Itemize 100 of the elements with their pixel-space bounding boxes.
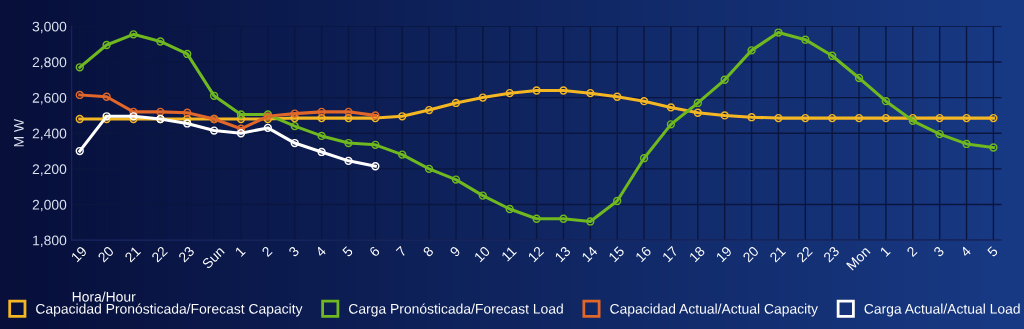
x-tick-label: 19 bbox=[70, 245, 88, 263]
point bbox=[317, 131, 326, 141]
point bbox=[828, 51, 837, 60]
x-tick-label: 1 bbox=[234, 245, 246, 257]
x-tick-label: 14 bbox=[581, 245, 599, 263]
x-tick-label: 6 bbox=[368, 245, 381, 258]
y-tick-label: 1,800 bbox=[33, 235, 67, 247]
point bbox=[854, 113, 864, 123]
x-tick-label: 3 bbox=[932, 245, 945, 258]
x-tick-label: 11 bbox=[501, 245, 517, 262]
point bbox=[854, 73, 864, 83]
legend-label: Carga Pronósticada/Forecast Load bbox=[349, 303, 563, 317]
point bbox=[935, 129, 944, 139]
point bbox=[75, 63, 84, 72]
point bbox=[962, 139, 971, 149]
x-tick-label: 21 bbox=[124, 245, 142, 263]
point bbox=[828, 113, 837, 123]
x-tick-label: 7 bbox=[395, 245, 407, 258]
line-series bbox=[75, 28, 998, 226]
point bbox=[747, 113, 756, 122]
point bbox=[935, 113, 944, 123]
x-tick-label: 20 bbox=[97, 245, 115, 263]
legend-label: Capacidad Pronósticada/Forecast Capacity bbox=[36, 303, 303, 317]
point bbox=[183, 119, 192, 128]
point bbox=[156, 37, 165, 46]
point bbox=[209, 91, 219, 100]
point bbox=[344, 156, 353, 166]
point bbox=[559, 214, 568, 223]
point bbox=[183, 114, 192, 124]
x-tick-label: 1 bbox=[879, 245, 891, 257]
point bbox=[666, 103, 676, 112]
x-tick-label: 3 bbox=[288, 245, 300, 258]
point bbox=[371, 140, 380, 149]
x-tick-label: 5 bbox=[986, 245, 999, 258]
point bbox=[290, 138, 299, 148]
point bbox=[613, 196, 622, 206]
point bbox=[881, 113, 891, 123]
point bbox=[559, 86, 568, 95]
x-tick-label: 8 bbox=[422, 245, 435, 258]
x-tick-label: 19 bbox=[715, 245, 733, 263]
point bbox=[532, 86, 541, 95]
point bbox=[613, 92, 622, 101]
point bbox=[586, 217, 595, 226]
x-tick-label: 13 bbox=[554, 245, 572, 263]
x-tick-label: Mon bbox=[846, 246, 871, 271]
point bbox=[801, 35, 810, 44]
point bbox=[639, 97, 649, 106]
x-tick-label: 22 bbox=[796, 245, 813, 263]
x-tick-label: 5 bbox=[341, 245, 354, 258]
point bbox=[236, 124, 246, 133]
point bbox=[102, 40, 111, 50]
point bbox=[371, 162, 380, 171]
y-tick-label: 2,200 bbox=[32, 164, 67, 176]
y-tick-label: 2,600 bbox=[32, 92, 67, 105]
y-axis-title: M W bbox=[14, 119, 24, 147]
point bbox=[505, 88, 514, 98]
point bbox=[344, 138, 353, 148]
x-tick-label: 2 bbox=[261, 245, 273, 258]
x-tick-label: 16 bbox=[635, 245, 652, 263]
point bbox=[532, 214, 541, 223]
point bbox=[962, 113, 971, 123]
point bbox=[586, 88, 595, 98]
point bbox=[209, 126, 219, 135]
point bbox=[451, 98, 461, 108]
point bbox=[75, 90, 84, 100]
x-axis-title: Hora/Hour bbox=[72, 291, 136, 302]
point bbox=[693, 108, 702, 117]
x-tick-label: 18 bbox=[688, 245, 706, 263]
x-tick-label: 23 bbox=[177, 245, 195, 263]
y-tick-label: 2,400 bbox=[32, 128, 67, 141]
x-tick-label: 9 bbox=[449, 245, 461, 258]
point bbox=[398, 150, 407, 159]
point bbox=[747, 46, 756, 55]
y-tick-label: 3,000 bbox=[32, 21, 67, 34]
x-tick-label: 4 bbox=[959, 245, 972, 258]
point bbox=[156, 107, 165, 117]
point bbox=[666, 120, 676, 129]
point bbox=[75, 146, 84, 156]
x-tick-label: 20 bbox=[742, 245, 760, 263]
point bbox=[290, 109, 299, 118]
point bbox=[236, 114, 246, 124]
y-tick-label: 2,000 bbox=[32, 199, 67, 212]
point bbox=[424, 105, 434, 115]
x-tick-label: 12 bbox=[527, 245, 545, 263]
point bbox=[720, 111, 729, 120]
point bbox=[774, 28, 783, 37]
point bbox=[317, 147, 326, 157]
point bbox=[639, 154, 649, 163]
x-tick-label: 4 bbox=[314, 245, 327, 258]
point bbox=[129, 30, 138, 39]
legend-label: Capacidad Actual/Actual Capacity bbox=[610, 303, 818, 317]
point bbox=[989, 113, 998, 123]
point bbox=[478, 191, 487, 200]
point bbox=[102, 92, 111, 101]
point bbox=[505, 204, 514, 214]
y-tick-label: 2,800 bbox=[32, 57, 67, 69]
x-tick-label: 21 bbox=[769, 245, 786, 263]
x-tick-label: 23 bbox=[822, 245, 840, 263]
point bbox=[774, 113, 783, 123]
x-tick-label: Sun bbox=[201, 245, 225, 270]
